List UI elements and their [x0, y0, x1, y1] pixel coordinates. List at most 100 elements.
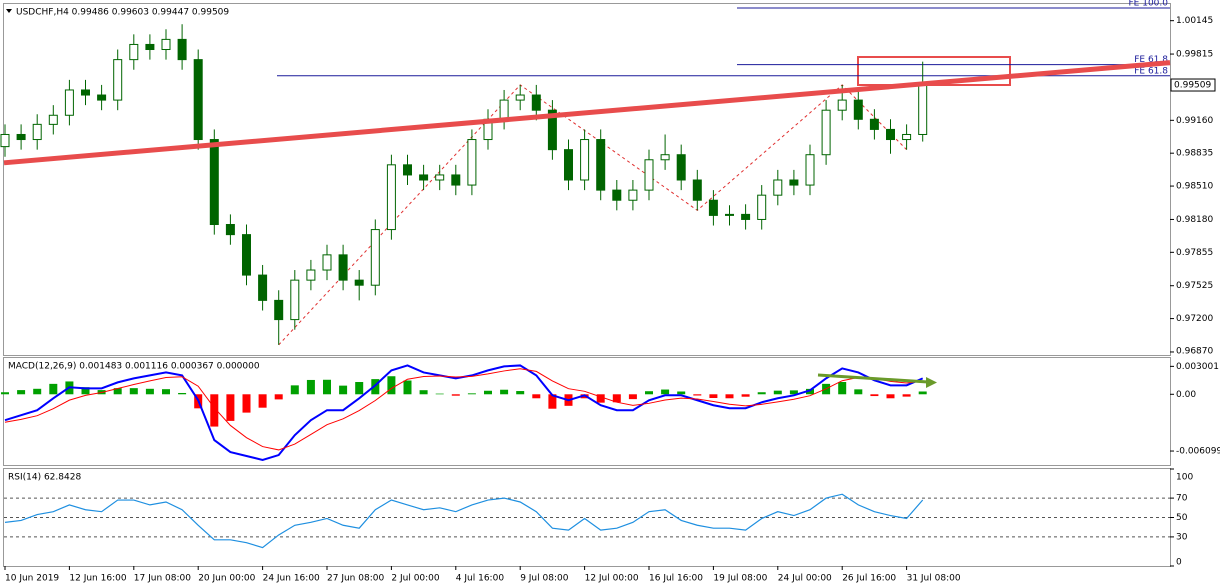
- macd-histogram-bar: [226, 394, 235, 421]
- x-tick-label: 9 Jul 08:00: [520, 574, 569, 584]
- candle-body: [741, 213, 751, 220]
- candle-body: [821, 109, 831, 156]
- candle-body: [902, 133, 912, 141]
- macd-histogram-bar: [548, 394, 557, 409]
- candle-body: [403, 164, 412, 176]
- candle-body: [918, 84, 928, 135]
- y-tick-label: 0.99815: [1176, 50, 1213, 60]
- candle-body: [209, 139, 219, 226]
- divergence-arrow: [817, 373, 929, 384]
- candle-body: [386, 164, 396, 231]
- macd-histogram-bar: [162, 389, 170, 395]
- macd-histogram-bar: [113, 388, 122, 395]
- y-tick-label: 0: [1176, 558, 1182, 568]
- macd-histogram-bar: [1, 392, 9, 395]
- candle-body: [773, 179, 783, 196]
- x-tick-label: 4 Jul 16:00: [456, 574, 505, 584]
- trendline: [3, 60, 1171, 166]
- macd-histogram-bar: [339, 385, 348, 395]
- x-tick-label: 2 Jul 00:00: [391, 574, 440, 584]
- menu-triangle[interactable]: [6, 9, 12, 13]
- macd-histogram-bar: [870, 394, 879, 397]
- candle-body: [676, 154, 686, 181]
- candle-body: [757, 194, 767, 220]
- x-tick-label: 16 Jul 16:00: [649, 574, 703, 584]
- fibo-label: FE 61.8: [1134, 55, 1168, 65]
- macd-histogram-bar: [854, 389, 863, 395]
- candle-body: [451, 174, 461, 186]
- macd-histogram-bar: [290, 385, 299, 395]
- y-tick-label: 0.97200: [1176, 314, 1213, 324]
- macd-histogram-bar: [677, 391, 686, 395]
- macd-histogram-bar: [612, 394, 621, 403]
- candle-body: [177, 38, 187, 61]
- candle-body: [161, 38, 171, 51]
- x-tick-label: 31 Jul 08:00: [907, 574, 961, 584]
- candle-body: [547, 109, 557, 151]
- y-tick-label: 50: [1176, 513, 1188, 523]
- macd-histogram-bar: [838, 382, 847, 395]
- x-tick-label: 20 Jun 00:00: [198, 574, 255, 584]
- macd-histogram-bar: [274, 394, 283, 400]
- candle-body: [515, 94, 525, 101]
- candle-body: [580, 139, 590, 181]
- y-tick-label: 100: [1176, 473, 1193, 483]
- macd-histogram-bar: [17, 390, 26, 395]
- signal-line: [4, 368, 923, 451]
- macd-histogram-bar: [661, 389, 670, 395]
- candle-body: [81, 89, 90, 96]
- x-tick-label: 19 Jul 08:00: [713, 574, 767, 584]
- macd-histogram-bar: [484, 390, 492, 395]
- candle-body: [435, 174, 445, 181]
- candle-body: [628, 189, 638, 201]
- candle-body: [290, 279, 300, 321]
- x-tick-label: 24 Jun 16:00: [263, 574, 320, 584]
- candle-body: [145, 43, 155, 51]
- x-tick-label: 12 Jun 16:00: [69, 574, 126, 584]
- macd-histogram-bar: [403, 380, 412, 395]
- candle-body: [419, 174, 429, 181]
- candle-body: [242, 234, 251, 276]
- candle-body: [692, 179, 702, 201]
- x-tick-label: 26 Jul 16:00: [842, 574, 896, 584]
- x-tick-label: 27 Jun 08:00: [327, 574, 384, 584]
- macd-histogram-bar: [451, 394, 460, 396]
- macd-histogram-bar: [419, 390, 428, 395]
- fibo-label: FE 100.0: [1129, 0, 1169, 9]
- candle-body: [725, 213, 734, 216]
- macd-histogram-bar: [81, 387, 90, 395]
- macd-panel-frame: [3, 357, 1171, 466]
- x-tick-label: 17 Jun 08:00: [134, 574, 191, 584]
- candle-body: [0, 133, 10, 148]
- candle-body: [789, 179, 799, 186]
- macd-histogram-bar: [773, 390, 782, 395]
- macd-histogram-bar: [371, 379, 380, 395]
- candle-body: [322, 254, 332, 271]
- y-tick-label: 30: [1176, 532, 1188, 542]
- x-tick-label: 12 Jul 00:00: [585, 574, 639, 584]
- candle-body: [612, 189, 622, 201]
- y-tick-label: 0.96870: [1176, 347, 1213, 357]
- candle-body: [869, 118, 879, 130]
- candle-body: [531, 94, 541, 111]
- macd-histogram-bar: [387, 376, 396, 395]
- macd-histogram-bar: [258, 394, 267, 408]
- price-title: USDCHF,H4 0.99486 0.99603 0.99447 0.9950…: [16, 8, 229, 18]
- candle-body: [64, 89, 74, 116]
- y-tick-label: -0.006099: [1176, 447, 1220, 457]
- candle-body: [113, 59, 123, 101]
- candle-body: [16, 133, 26, 141]
- y-tick-label: 0.98835: [1176, 149, 1213, 159]
- macd-histogram-bar: [596, 394, 605, 403]
- fibo-label: FE 61.8: [1134, 66, 1168, 76]
- last-price-label: 0.99509: [1174, 81, 1211, 91]
- macd-histogram-bar: [210, 394, 219, 427]
- macd-title: MACD(12,26,9) 0.001483 0.001116 0.000367…: [8, 362, 260, 372]
- macd-histogram-bar: [709, 394, 718, 399]
- candle-body: [467, 139, 477, 186]
- macd-histogram-bar: [435, 393, 444, 395]
- candle-body: [370, 229, 380, 286]
- y-tick-label: 0.97855: [1176, 248, 1213, 258]
